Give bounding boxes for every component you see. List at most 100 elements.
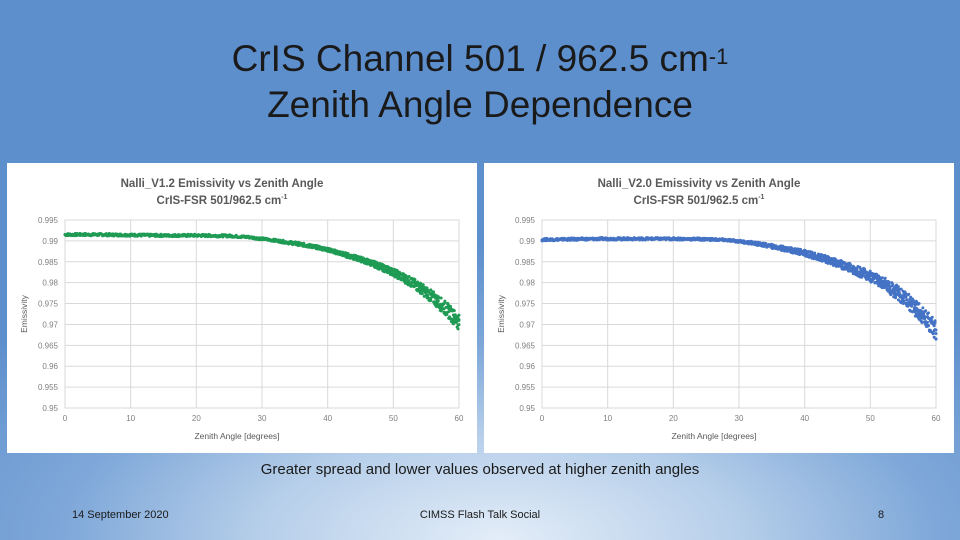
- chart1-point: [901, 301, 905, 305]
- chart0-point: [436, 299, 440, 303]
- chart1-point: [905, 298, 909, 302]
- chart1-series: [540, 236, 938, 341]
- footer-page-number: 8: [878, 509, 885, 521]
- chart0-ytick-label: 0.995: [38, 216, 59, 225]
- chart0-ytick-label: 0.96: [42, 362, 58, 371]
- chart1-point: [934, 328, 938, 332]
- chart1-xtick-label: 40: [800, 414, 809, 423]
- chart0-point: [394, 275, 398, 279]
- chart0-point: [420, 292, 424, 296]
- chart1-point: [931, 332, 935, 336]
- chart1-point: [933, 319, 937, 323]
- chart1-ytick-label: 0.98: [519, 279, 535, 288]
- chart1-point: [888, 286, 892, 290]
- chart1-ytick-label: 0.99: [519, 237, 535, 246]
- chart1-point: [907, 292, 911, 296]
- chart0-point: [432, 290, 436, 294]
- chart1-ytick-label: 0.96: [519, 362, 535, 371]
- chart0-xtick-label: 30: [258, 414, 267, 423]
- chart0-ytick-label: 0.99: [42, 237, 58, 246]
- slide-caption: Greater spread and lower values observed…: [260, 461, 700, 478]
- footer-event: CIMSS Flash Talk Social: [419, 509, 541, 521]
- chart1-xtick-label: 10: [603, 414, 612, 423]
- chart1-point: [915, 307, 919, 311]
- chart0-point: [452, 309, 456, 313]
- chart1-point: [863, 268, 867, 272]
- chart1-point: [909, 295, 913, 299]
- chart1-xtick-label: 20: [669, 414, 678, 423]
- chart0-point: [457, 323, 461, 327]
- chart0-point: [429, 297, 433, 301]
- chart0-ytick-label: 0.975: [38, 300, 59, 309]
- chart0-xtick-label: 50: [389, 414, 398, 423]
- chart0-point: [407, 279, 411, 283]
- chart0-xtick-label: 20: [192, 414, 201, 423]
- chart1-xtick-label: 0: [540, 414, 545, 423]
- chart1-xlabel: Zenith Angle [degrees]: [671, 431, 756, 441]
- chart0-ytick-label: 0.955: [38, 383, 59, 392]
- chart0-point: [429, 288, 433, 292]
- chart0-point: [443, 299, 447, 303]
- chart0-subtitle-sup: -1: [281, 194, 287, 201]
- chart0-point: [457, 318, 461, 322]
- chart0-subtitle-text: CrIS-FSR 501/962.5 cm: [157, 195, 282, 207]
- chart1-point: [883, 276, 887, 280]
- chart0-xtick-label: 60: [455, 414, 464, 423]
- chart1-point: [921, 306, 925, 310]
- chart0-ytick-label: 0.965: [38, 341, 59, 350]
- chart1-point: [926, 324, 930, 328]
- chart1-point: [911, 299, 915, 303]
- chart1-point: [887, 282, 891, 286]
- chart1-ytick-label: 0.97: [519, 320, 535, 329]
- chart1-point: [926, 311, 930, 315]
- chart1-point: [908, 297, 912, 301]
- chart0-point: [453, 313, 457, 317]
- title-superscript: -1: [708, 44, 729, 69]
- chart0-point: [456, 327, 460, 331]
- chart1-subtitle-text: CrIS-FSR 501/962.5 cm: [634, 195, 759, 207]
- chart1-point: [930, 315, 934, 319]
- chart-v20: Nalli_V2.0 Emissivity vs Zenith Angle CrI…: [496, 178, 941, 441]
- chart1-point: [917, 301, 921, 305]
- chart1-point: [896, 285, 900, 289]
- chart1-point: [926, 320, 930, 324]
- chart1-ytick-label: 0.985: [515, 258, 536, 267]
- chart0-ytick-label: 0.97: [42, 320, 58, 329]
- chart1-ytick-label: 0.975: [515, 300, 536, 309]
- chart0-title: Nalli_V1.2 Emissivity vs Zenith Angle: [121, 178, 324, 190]
- chart0-ytick-label: 0.95: [42, 404, 58, 413]
- chart1-subtitle-sup: -1: [758, 194, 764, 201]
- chart0-point: [407, 274, 411, 278]
- slide-title: CrIS Channel 501 / 962.5 cm-1 Zenith Ang…: [0, 36, 960, 128]
- chart0-xtick-label: 0: [63, 414, 68, 423]
- chart1-point: [902, 299, 906, 303]
- chart1-ytick-label: 0.955: [515, 383, 536, 392]
- chart1-title: Nalli_V2.0 Emissivity vs Zenith Angle: [598, 178, 801, 190]
- chart0-xtick-label: 10: [126, 414, 135, 423]
- chart0-ylabel: Emissivity: [19, 294, 29, 333]
- chart1-point: [880, 276, 884, 280]
- chart0-ytick-label: 0.98: [42, 279, 58, 288]
- chart-panel-v12: Nalli_V1.2 Emissivity vs Zenith Angle CrI…: [7, 163, 477, 453]
- chart1-point: [868, 269, 872, 273]
- chart0-subtitle: CrIS-FSR 501/962.5 cm-1: [157, 194, 288, 207]
- chart-panel-v20: Nalli_V2.0 Emissivity vs Zenith Angle CrI…: [484, 163, 954, 453]
- chart1-point: [848, 263, 852, 267]
- chart1-point: [934, 332, 938, 336]
- chart1-point: [891, 282, 895, 286]
- chart0-series: [63, 231, 461, 331]
- chart1-point: [904, 295, 908, 299]
- chart1-ylabel: Emissivity: [496, 294, 506, 333]
- chart1-point: [934, 337, 938, 341]
- footer-date: 14 September 2020: [72, 509, 169, 521]
- chart0-point: [457, 313, 461, 317]
- chart1-subtitle: CrIS-FSR 501/962.5 cm-1: [634, 194, 765, 207]
- chart0-ytick-label: 0.985: [38, 258, 59, 267]
- chart1-xtick-label: 50: [866, 414, 875, 423]
- chart1-point: [932, 324, 936, 328]
- chart0-point: [421, 283, 425, 287]
- slide-title-line1: CrIS Channel 501 / 962.5 cm-1: [231, 38, 729, 79]
- chart1-point: [855, 267, 859, 271]
- chart1-point: [899, 287, 903, 291]
- chart0-point: [439, 296, 443, 300]
